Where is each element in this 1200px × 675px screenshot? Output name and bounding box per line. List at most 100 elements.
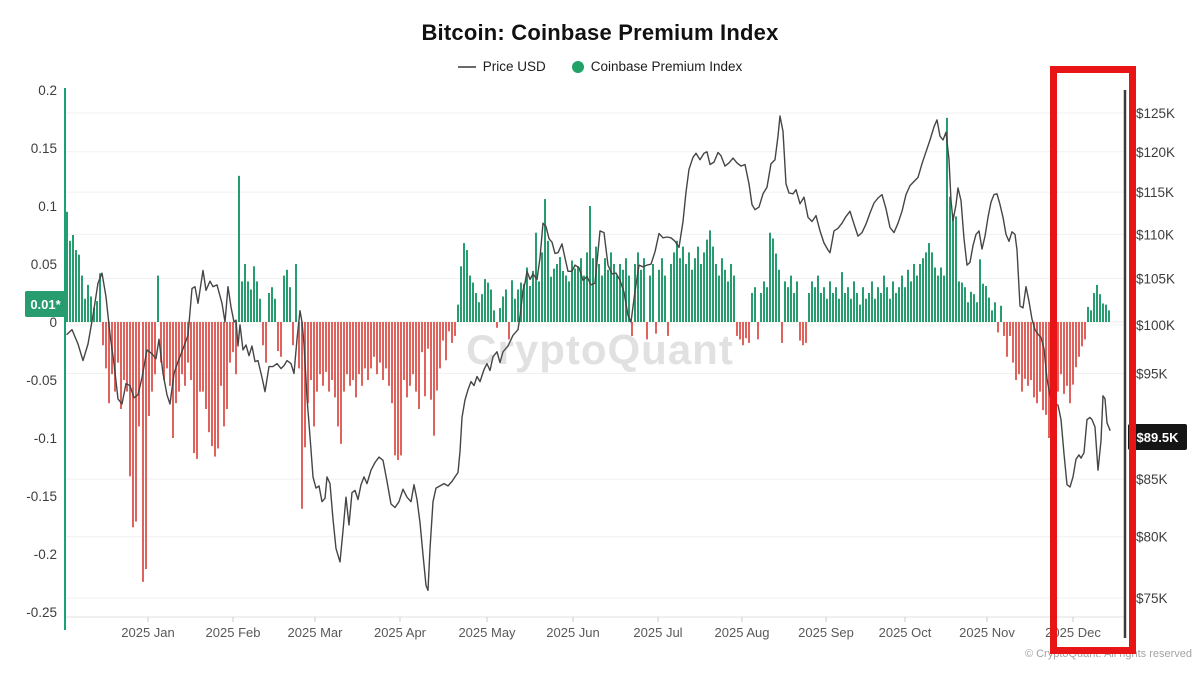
premium-bar xyxy=(376,322,378,375)
premium-bar xyxy=(126,322,128,392)
premium-bar xyxy=(1030,322,1032,380)
premium-bar xyxy=(994,302,996,322)
premium-bar xyxy=(550,276,552,322)
premium-bar xyxy=(361,322,363,386)
premium-bar xyxy=(154,322,156,375)
premium-bar xyxy=(262,322,264,346)
premium-bar xyxy=(169,322,171,386)
premium-bar xyxy=(1078,322,1080,357)
premium-bar xyxy=(616,275,618,322)
premium-bar xyxy=(937,275,939,322)
premium-bar xyxy=(559,257,561,322)
premium-bar xyxy=(961,282,963,322)
premium-bar xyxy=(532,270,534,322)
premium-bar xyxy=(102,322,104,346)
premium-bar xyxy=(574,268,576,322)
premium-bar xyxy=(562,270,564,322)
premium-bar xyxy=(691,269,693,322)
premium-bar xyxy=(514,298,516,322)
premium-bar xyxy=(895,293,897,322)
premium-bar xyxy=(790,275,792,322)
premium-bar xyxy=(631,322,633,336)
premium-bar xyxy=(84,298,86,322)
premium-bar xyxy=(334,322,336,398)
premium-bar xyxy=(355,322,357,398)
legend-item-price[interactable]: Price USD xyxy=(457,59,546,74)
x-tick-label: 2025 Apr xyxy=(374,625,427,640)
premium-bar xyxy=(922,258,924,322)
y-left-tick-label: 0 xyxy=(49,315,57,330)
premium-bar xyxy=(217,322,219,449)
premium-bar xyxy=(1051,322,1053,456)
premium-bar xyxy=(1054,322,1056,450)
premium-bar xyxy=(769,232,771,322)
y-left-tick-label: -0.15 xyxy=(26,489,57,504)
y-right-tick-label: $115K xyxy=(1136,185,1174,200)
y-left-tick-label: -0.2 xyxy=(34,547,57,562)
premium-bar xyxy=(838,298,840,322)
premium-bar xyxy=(292,322,294,346)
premium-bar xyxy=(598,264,600,322)
premium-bar xyxy=(151,322,153,392)
premium-bar xyxy=(997,322,999,333)
premium-bar xyxy=(673,252,675,322)
premium-bar xyxy=(841,272,843,322)
premium-bar xyxy=(868,293,870,322)
premium-bar xyxy=(556,264,558,322)
premium-current-value-badge: 0.01* xyxy=(25,291,66,317)
y-right-tick-label: $100K xyxy=(1136,318,1175,333)
premium-bar xyxy=(526,267,528,322)
premium-bar xyxy=(132,322,134,528)
x-tick-label: 2025 Aug xyxy=(715,625,770,640)
premium-bar xyxy=(457,304,459,322)
premium-bar xyxy=(706,239,708,322)
premium-bar xyxy=(385,322,387,369)
premium-bar xyxy=(967,302,969,322)
premium-bar xyxy=(208,322,210,433)
premium-bar xyxy=(181,322,183,375)
premium-bar xyxy=(688,252,690,322)
premium-bar xyxy=(667,322,669,336)
premium-bar xyxy=(676,240,678,322)
premium-bar xyxy=(415,322,417,392)
premium-bar xyxy=(700,264,702,322)
premium-bar xyxy=(460,266,462,322)
premium-bar xyxy=(346,322,348,375)
premium-bar xyxy=(640,269,642,322)
premium-bar xyxy=(148,322,150,416)
premium-bar xyxy=(580,258,582,322)
premium-bar xyxy=(982,283,984,322)
premium-bar xyxy=(541,252,543,322)
premium-bar xyxy=(754,287,756,322)
premium-bar xyxy=(178,322,180,392)
premium-bar xyxy=(820,293,822,322)
premium-bar xyxy=(931,252,933,322)
premium-bar xyxy=(886,287,888,322)
premium-bar xyxy=(394,322,396,456)
premium-bar xyxy=(1024,322,1026,379)
premium-bar xyxy=(655,322,657,334)
premium-bar xyxy=(592,258,594,322)
premium-bar xyxy=(487,282,489,322)
premium-bar xyxy=(1075,322,1077,368)
premium-bar xyxy=(66,211,68,322)
premium-bar xyxy=(196,322,198,459)
premium-bar xyxy=(643,258,645,322)
premium-bar xyxy=(823,287,825,322)
premium-bar xyxy=(901,275,903,322)
premium-bar xyxy=(301,322,303,509)
premium-bar xyxy=(421,322,423,353)
premium-bar xyxy=(730,264,732,322)
premium-bar xyxy=(445,322,447,361)
premium-bar xyxy=(889,298,891,322)
premium-bar xyxy=(844,293,846,322)
legend-item-premium[interactable]: Coinbase Premium Index xyxy=(571,59,742,74)
y-right-tick-label: $95K xyxy=(1136,367,1168,382)
premium-bar xyxy=(319,322,321,375)
premium-bar xyxy=(637,252,639,322)
premium-bar xyxy=(409,322,411,386)
premium-bar xyxy=(391,322,393,404)
premium-bar xyxy=(625,258,627,322)
premium-bar xyxy=(472,282,474,322)
